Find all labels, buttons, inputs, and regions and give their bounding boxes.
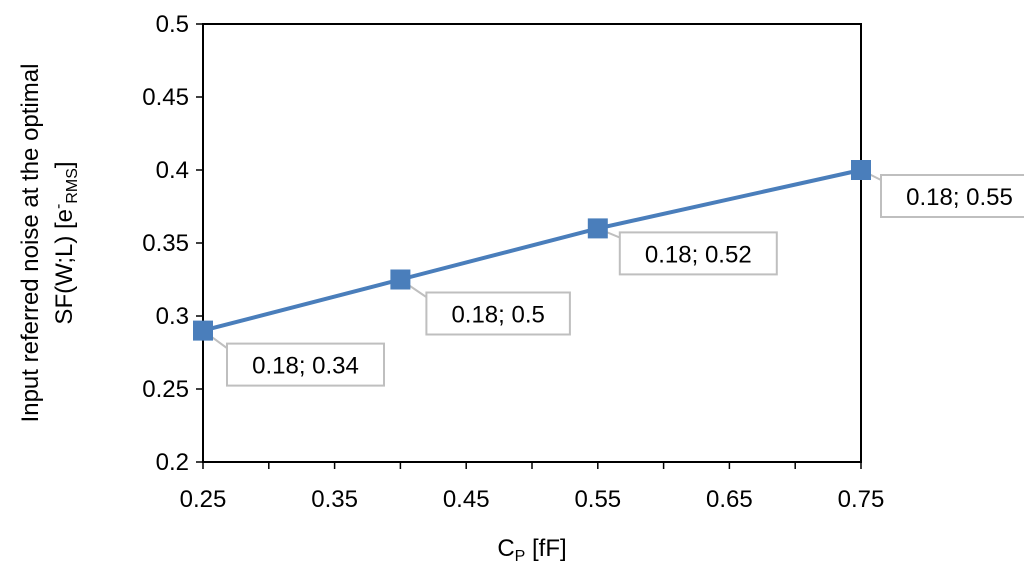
data-label: 0.18; 0.55 — [906, 184, 1013, 211]
data-labels: 0.18; 0.34 0.18; 0.5 0.18; 0.52 0.18; 0.55 — [202, 169, 1024, 387]
y-tick-label: 0.3 — [156, 303, 189, 330]
x-tick-label: 0.45 — [443, 486, 490, 513]
data-label: 0.18; 0.52 — [645, 241, 752, 268]
data-label: 0.18; 0.5 — [451, 302, 544, 329]
data-label-box — [618, 231, 778, 276]
x-tick-label: 0.25 — [180, 486, 227, 513]
y-tick-label: 0.5 — [156, 11, 189, 38]
y-tick-label: 0.2 — [156, 449, 189, 476]
y-tick-label: 0.4 — [156, 157, 189, 184]
y-tick-label: 0.25 — [142, 376, 189, 403]
x-tick-label: 0.35 — [311, 486, 358, 513]
data-label-box — [880, 174, 1024, 218]
data-point-marker — [390, 269, 411, 290]
y-tick-label: 0.45 — [142, 84, 189, 111]
x-tick-label: 0.65 — [706, 486, 753, 513]
x-tick-label: 0.75 — [838, 486, 885, 513]
series-line — [193, 160, 871, 341]
y-axis-ticks: 0.2 0.25 0.3 0.35 0.4 0.45 0.5 — [142, 11, 203, 476]
y-tick-label: 0.35 — [142, 230, 189, 257]
data-point-marker — [851, 160, 871, 180]
x-axis-title: CP [fF] — [497, 535, 566, 565]
data-label-box — [425, 291, 571, 336]
y-axis-title-line-1: Input referred noise at the optimal — [17, 64, 44, 423]
x-axis-ticks: 0.25 0.35 0.45 0.55 0.65 0.75 — [180, 462, 885, 513]
data-label: 0.18; 0.34 — [252, 353, 359, 380]
plot-area — [202, 23, 862, 463]
data-point-marker — [587, 218, 608, 239]
series-line-path — [202, 168, 862, 333]
y-axis-title-line-2: SF(W;L) [e-RMS] — [50, 161, 81, 324]
data-label-box — [226, 342, 385, 387]
data-point-marker — [193, 320, 213, 341]
y-axis-title: Input referred noise at the optimal SF(W… — [17, 64, 81, 423]
x-tick-label: 0.55 — [574, 486, 621, 513]
